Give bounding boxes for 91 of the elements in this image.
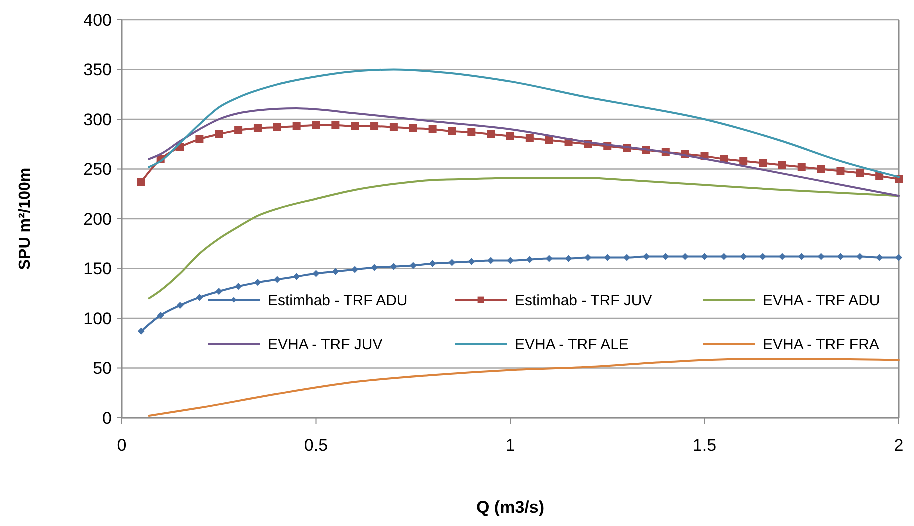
y-tick-label: 250 xyxy=(84,160,112,180)
point xyxy=(390,123,398,132)
point xyxy=(526,134,534,142)
point xyxy=(410,262,417,270)
point xyxy=(778,161,786,170)
point xyxy=(216,288,223,296)
point xyxy=(235,283,242,290)
point xyxy=(371,264,378,272)
y-tick-label: 100 xyxy=(84,309,112,328)
legend-label: Estimhab - TRF ADU xyxy=(268,292,408,310)
y-tick-label: 400 xyxy=(84,10,112,30)
point xyxy=(720,253,728,260)
point xyxy=(293,273,300,280)
point xyxy=(137,178,146,186)
point xyxy=(468,128,476,136)
point xyxy=(546,255,553,262)
point xyxy=(896,254,902,262)
legend-label: EVHA - TRF ADU xyxy=(763,292,880,310)
x-axis-title: Q (m3/s) xyxy=(476,498,545,517)
x-tick-label: 0.5 xyxy=(304,436,328,455)
point xyxy=(312,270,320,278)
point xyxy=(818,253,825,260)
point xyxy=(545,136,554,144)
y-tick-label: 150 xyxy=(84,260,112,279)
point xyxy=(351,122,360,130)
point xyxy=(157,312,164,320)
point xyxy=(488,257,495,264)
point xyxy=(856,253,864,260)
x-tick-label: 1 xyxy=(506,436,516,455)
point xyxy=(798,163,806,172)
point xyxy=(196,135,204,144)
point xyxy=(876,254,884,262)
point xyxy=(448,259,456,266)
point xyxy=(352,266,359,274)
point xyxy=(332,121,340,130)
y-tick-label: 50 xyxy=(93,359,112,378)
point xyxy=(565,255,572,262)
point xyxy=(332,268,340,276)
y-tick-label: 350 xyxy=(84,60,112,80)
point xyxy=(759,159,768,168)
point xyxy=(234,126,243,134)
point xyxy=(196,294,204,302)
point xyxy=(856,169,864,178)
line-series xyxy=(148,108,900,198)
point xyxy=(215,130,224,138)
point xyxy=(682,253,689,260)
point xyxy=(798,253,806,260)
y-tick-label: 300 xyxy=(84,110,112,130)
point xyxy=(760,253,767,260)
point xyxy=(390,263,398,270)
point xyxy=(740,253,748,260)
point xyxy=(624,254,631,262)
point xyxy=(409,124,418,132)
point xyxy=(662,253,670,260)
point xyxy=(273,123,282,132)
point xyxy=(176,302,184,310)
point xyxy=(292,122,301,130)
point xyxy=(312,121,320,130)
point xyxy=(817,165,826,174)
x-tick-label: 1.5 xyxy=(692,436,717,455)
point xyxy=(778,253,786,260)
point xyxy=(468,258,476,266)
x-tick-label: 2 xyxy=(894,436,904,455)
point xyxy=(428,125,437,134)
legend-label: EVHA - TRF FRA xyxy=(763,336,880,354)
point xyxy=(740,157,748,166)
legend-label: EVHA - TRF JUV xyxy=(268,336,383,354)
point xyxy=(448,127,456,136)
legend-label: Estimhab - TRF JUV xyxy=(515,292,652,310)
point xyxy=(429,260,436,268)
y-tick-label: 0 xyxy=(102,408,112,428)
point xyxy=(487,130,496,138)
point xyxy=(701,253,708,260)
y-axis-title: SPU m²/100m xyxy=(17,168,34,270)
point xyxy=(584,254,592,262)
point xyxy=(254,124,262,132)
point xyxy=(837,253,844,260)
point xyxy=(526,256,534,264)
point xyxy=(274,276,281,284)
point xyxy=(254,279,262,286)
point xyxy=(507,257,514,264)
line-series xyxy=(148,358,900,418)
legend-label: EVHA - TRF ALE xyxy=(515,336,629,354)
point xyxy=(836,167,845,176)
point xyxy=(604,254,612,262)
point xyxy=(138,328,145,335)
point xyxy=(642,253,650,260)
y-tick-label: 200 xyxy=(84,210,112,229)
x-tick-label: 0 xyxy=(117,436,127,455)
point xyxy=(506,132,514,140)
point xyxy=(370,122,379,130)
